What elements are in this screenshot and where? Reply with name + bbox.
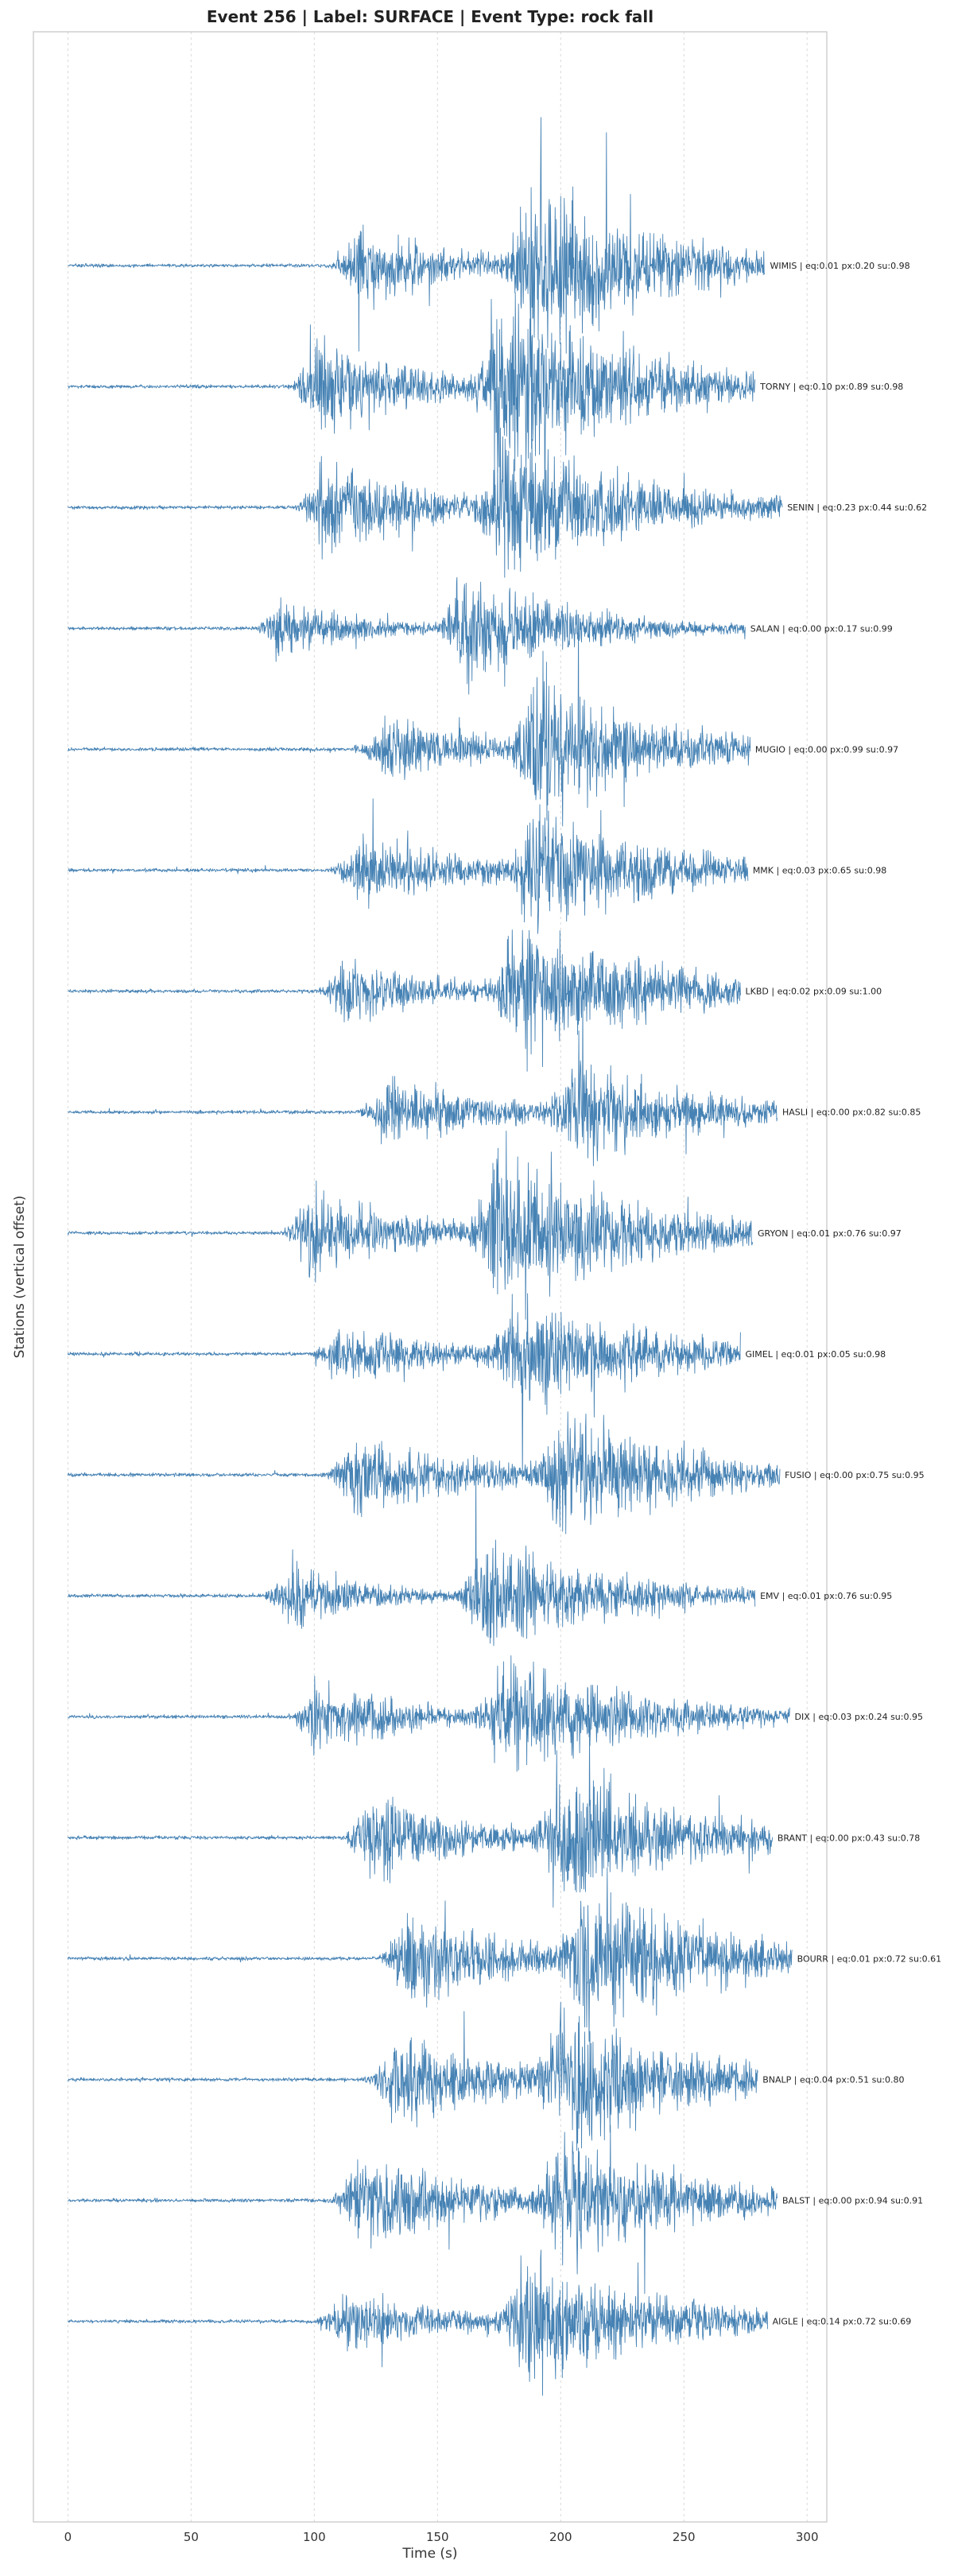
station-labels: WIMIS | eq:0.01 px:0.20 su:0.98 TORNY | e… [746, 261, 942, 2327]
trace-senin [67, 427, 783, 578]
trace-emv [68, 1465, 756, 1647]
x-tick-label: 300 [796, 2530, 819, 2544]
station-label-wimis: WIMIS | eq:0.01 px:0.20 su:0.98 [770, 261, 910, 271]
x-tick-label: 200 [549, 2530, 572, 2544]
trace-fusio [67, 1411, 781, 1534]
x-tick-label: 150 [426, 2530, 449, 2544]
trace-brant [67, 1732, 774, 1908]
trace-lkbd [68, 929, 741, 1072]
trace-bourr [67, 1867, 793, 2043]
trace-mmk [68, 798, 749, 934]
station-label-bnalp: BNALP | eq:0.04 px:0.51 su:0.80 [762, 2075, 904, 2085]
x-tick-label: 50 [184, 2530, 199, 2544]
trace-gimel [67, 1293, 741, 1480]
station-label-dix: DIX | eq:0.03 px:0.24 su:0.95 [795, 1712, 923, 1722]
trace-aigle [68, 2249, 769, 2396]
trace-bnalp [67, 2001, 758, 2151]
station-label-torny: TORNY | eq:0.10 px:0.89 su:0.98 [759, 382, 903, 392]
trace-balst [68, 2124, 778, 2295]
x-axis-label: Time (s) [401, 2546, 457, 2562]
station-label-balst: BALST | eq:0.00 px:0.94 su:0.91 [782, 2196, 923, 2206]
station-label-salan: SALAN | eq:0.00 px:0.17 su:0.99 [750, 623, 893, 634]
trace-wimis [68, 117, 766, 354]
trace-gryon [67, 1131, 754, 1320]
station-label-senin: SENIN | eq:0.23 px:0.44 su:0.62 [787, 502, 927, 513]
x-tick-label: 0 [64, 2530, 72, 2544]
station-label-bourr: BOURR | eq:0.01 px:0.72 su:0.61 [797, 1953, 942, 1964]
x-tick-label: 250 [673, 2530, 696, 2544]
trace-salan [68, 576, 746, 695]
station-label-hasli: HASLI | eq:0.00 px:0.82 su:0.85 [782, 1108, 921, 1118]
x-axis-ticks: 0 50 100 150 200 250 300 [64, 2530, 819, 2544]
station-label-fusio: FUSIO | eq:0.00 px:0.75 su:0.95 [785, 1470, 925, 1480]
x-tick-label: 100 [303, 2530, 326, 2544]
trace-hasli [68, 991, 778, 1166]
trace-mugio [68, 614, 751, 827]
station-label-gimel: GIMEL | eq:0.01 px:0.05 su:0.98 [746, 1349, 886, 1360]
station-label-brant: BRANT | eq:0.00 px:0.43 su:0.78 [778, 1833, 920, 1843]
trace-dix [67, 1655, 790, 1772]
station-label-gryon: GRYON | eq:0.01 px:0.76 su:0.97 [758, 1228, 902, 1239]
plot-frame [33, 31, 828, 2523]
station-traces [67, 117, 793, 2396]
station-label-mmk: MMK | eq:0.03 px:0.65 su:0.98 [753, 866, 886, 876]
station-label-lkbd: LKBD | eq:0.02 px:0.09 su:1.00 [746, 987, 882, 997]
station-label-aigle: AIGLE | eq:0.14 px:0.72 su:0.69 [773, 2317, 912, 2327]
trace-torny [68, 292, 756, 551]
y-axis-label: Stations (vertical offset) [12, 1196, 28, 1359]
chart-title: Event 256 | Label: SURFACE | Event Type:… [207, 7, 653, 26]
station-label-mugio: MUGIO | eq:0.00 px:0.99 su:0.97 [755, 744, 898, 755]
station-label-emv: EMV | eq:0.01 px:0.76 su:0.95 [760, 1591, 892, 1601]
